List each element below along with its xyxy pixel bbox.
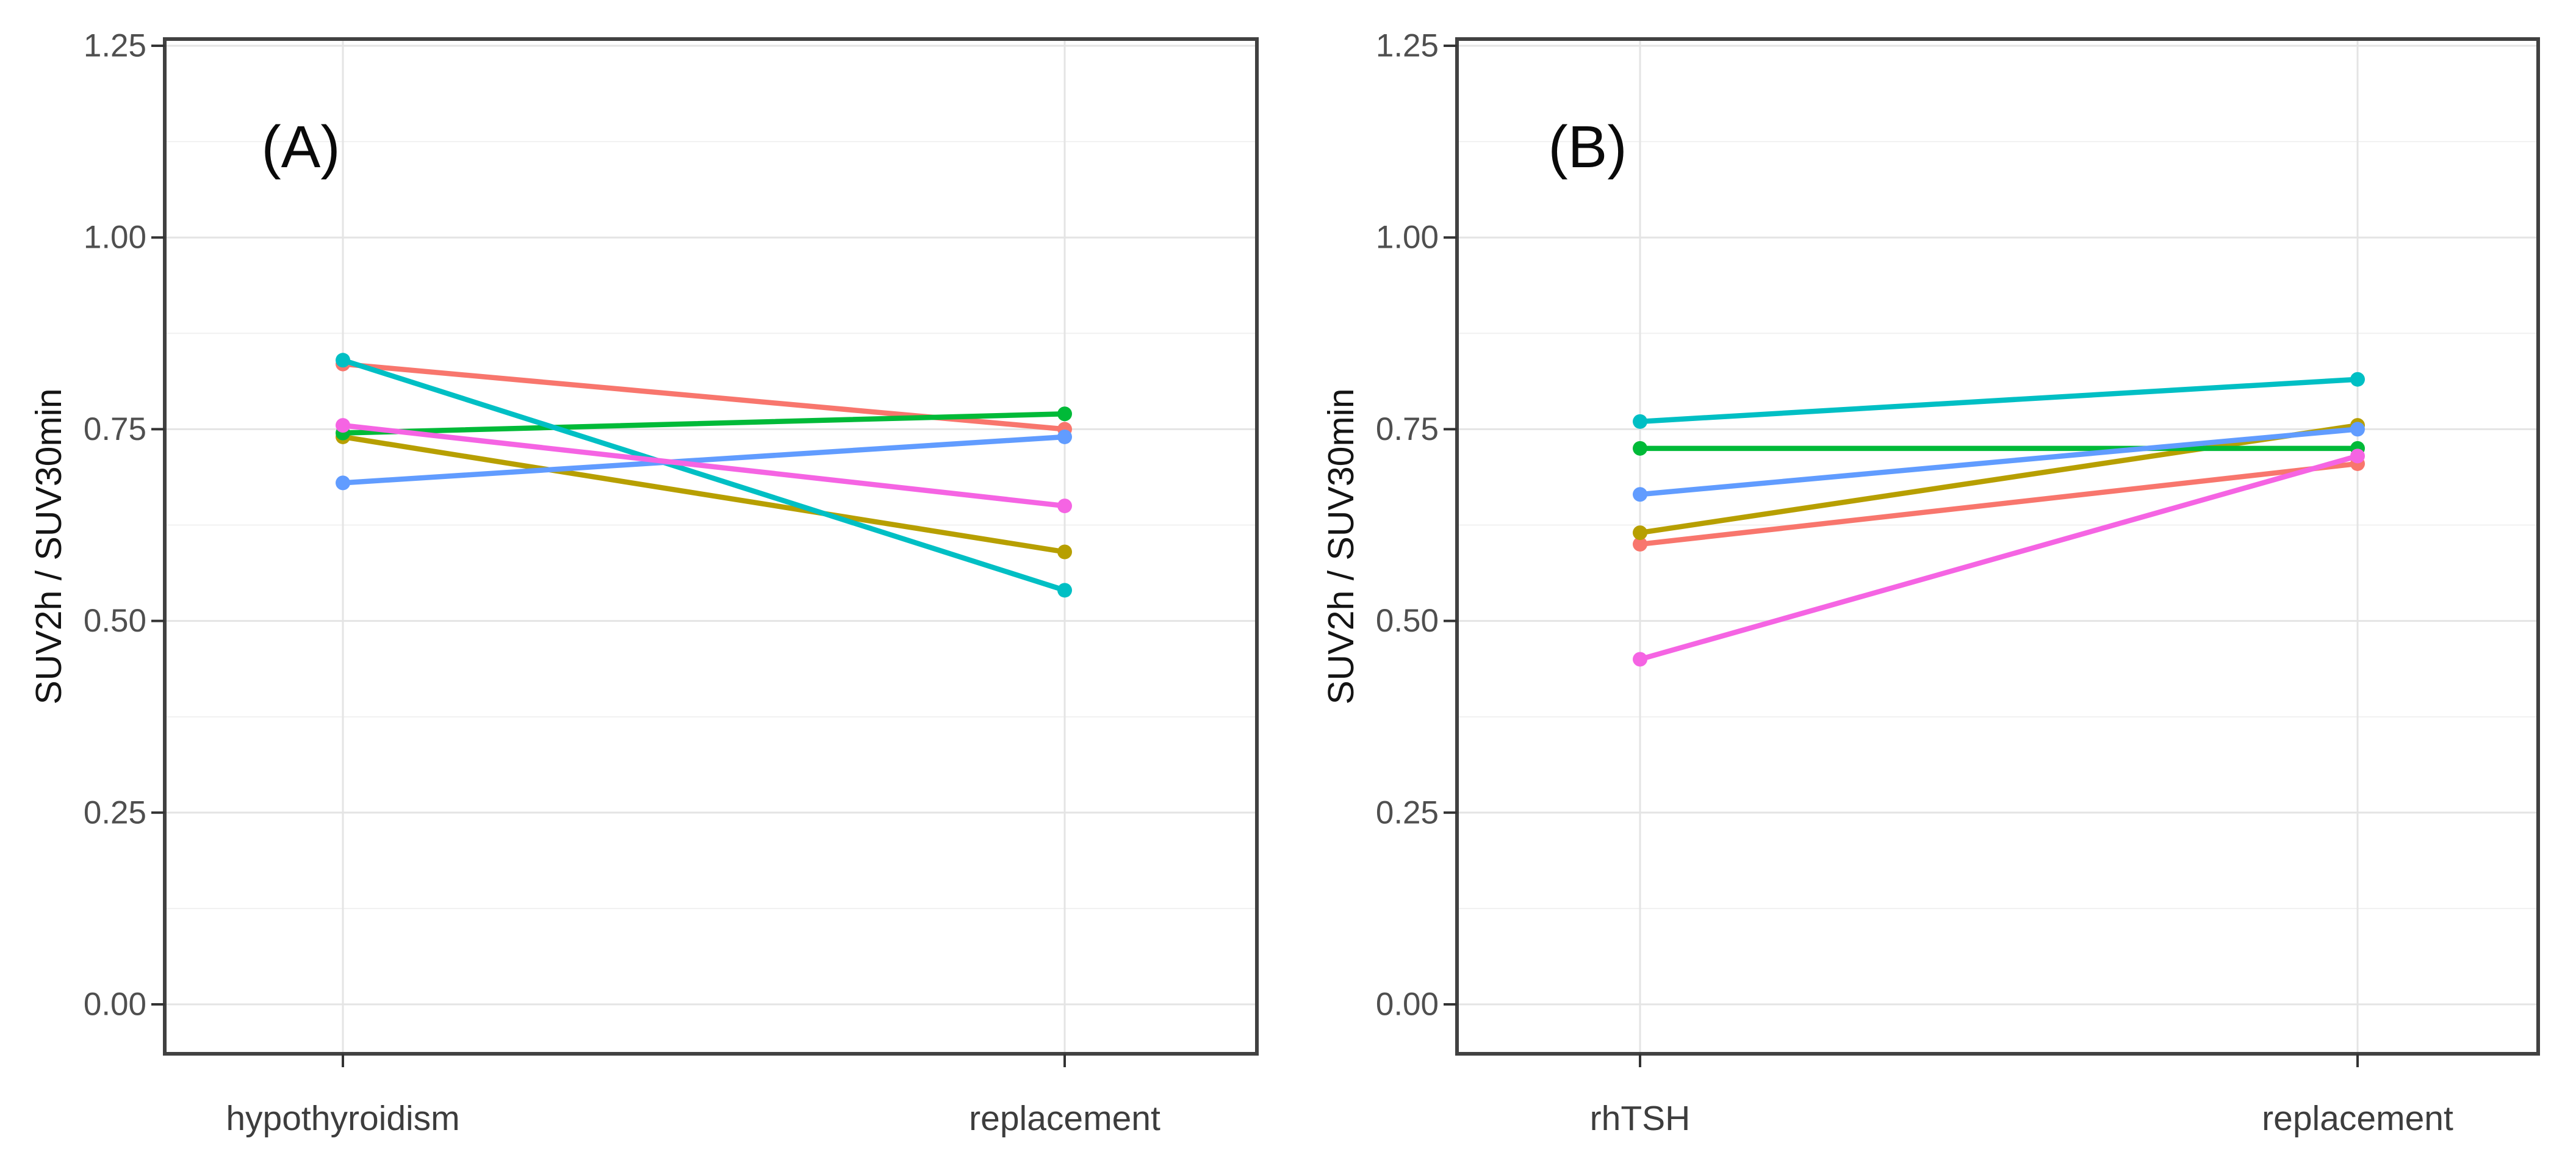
series-blue	[336, 429, 1072, 491]
data-point-magenta-rhTSH	[1633, 652, 1647, 667]
panel-background	[1457, 39, 2538, 1054]
series-line-blue	[1637, 427, 2361, 497]
series-line-green	[340, 411, 1068, 436]
data-point-magenta-replacement	[1057, 499, 1072, 514]
series-line-teal	[340, 358, 1068, 593]
series-line-olive	[1637, 422, 2361, 536]
panel-a: 0.00 0.25 0.50 0.75 1.00 1.25 hypothyroidism re…	[29, 28, 1259, 1138]
series-magenta	[1633, 448, 2365, 667]
panel-tag: (A)	[261, 113, 340, 180]
data-point-magenta-replacement	[2350, 448, 2365, 464]
panel-border	[1455, 37, 2540, 1056]
data-point-blue-replacement	[2350, 422, 2365, 437]
y-tick-label: 0.50	[84, 603, 146, 639]
data-point-green-replacement	[1057, 406, 1072, 422]
y-axis-title: SUV2h / SUV30min	[29, 388, 69, 704]
y-tick-label: 0.75	[1376, 411, 1439, 447]
y-tick-label: 0.50	[1376, 603, 1439, 639]
y-tick-label: 1.00	[84, 220, 146, 256]
series-teal	[1633, 372, 2365, 429]
panel-b: 0.00 0.25 0.50 0.75 1.00 1.25 rhTSH replacement…	[1321, 28, 2540, 1138]
data-point-teal-replacement	[2350, 372, 2365, 387]
series-line-salmon	[1637, 461, 2361, 547]
x-tick-label-replacement: replacement	[969, 1099, 1160, 1138]
data-point-salmon-rhTSH	[1633, 536, 1647, 552]
data-point-teal-replacement	[1057, 583, 1072, 598]
data-point-teal-rhTSH	[1633, 414, 1647, 429]
panel-tag: (B)	[1548, 113, 1627, 180]
y-tick-label: 1.00	[1376, 220, 1439, 256]
data-point-blue-rhTSH	[1633, 487, 1647, 502]
y-tick-label: 1.25	[1376, 28, 1439, 64]
data-point-teal-hypothyroidism	[336, 353, 350, 368]
data-point-blue-hypothyroidism	[336, 475, 350, 491]
series-line-teal	[1637, 376, 2361, 425]
panel-background	[165, 39, 1257, 1054]
series-line-magenta	[1637, 453, 2361, 662]
y-tick-label: 0.75	[84, 411, 146, 447]
data-point-blue-replacement	[1057, 429, 1072, 444]
series-teal	[336, 353, 1072, 598]
x-tick-label-replacement: replacement	[2262, 1099, 2453, 1138]
y-tick-label: 1.25	[84, 28, 146, 64]
x-tick-label-hypothyroidism: hypothyroidism	[226, 1099, 459, 1138]
y-tick-label: 0.00	[84, 987, 146, 1023]
y-axis-title: SUV2h / SUV30min	[1321, 388, 1361, 704]
x-tick-label-rhTSH: rhTSH	[1590, 1099, 1691, 1138]
y-tick-label: 0.00	[1376, 987, 1439, 1023]
panel-border	[163, 37, 1259, 1056]
y-tick-label: 0.25	[84, 794, 146, 830]
data-point-olive-rhTSH	[1633, 525, 1647, 541]
series-line-magenta	[340, 422, 1068, 509]
series-blue	[1633, 422, 2365, 502]
y-tick-label: 0.25	[1376, 794, 1439, 830]
series-magenta	[336, 418, 1072, 514]
series-line-olive	[340, 434, 1068, 555]
data-point-olive-replacement	[1057, 544, 1072, 560]
data-point-green-rhTSH	[1633, 441, 1647, 456]
series-line-blue	[340, 434, 1068, 486]
data-point-magenta-hypothyroidism	[336, 418, 350, 433]
